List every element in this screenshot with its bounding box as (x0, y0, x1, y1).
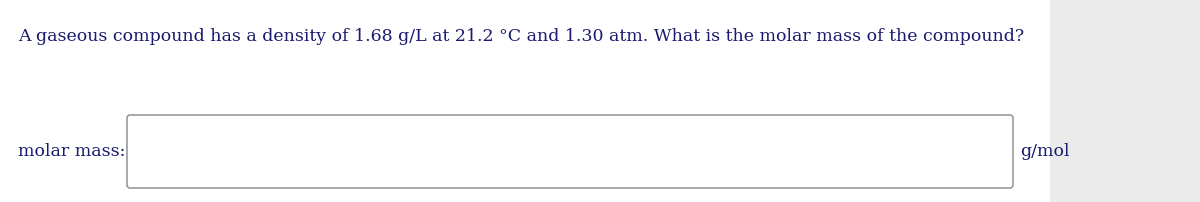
FancyBboxPatch shape (127, 115, 1013, 188)
Bar (0, 0, 1050, 202)
Text: molar mass:: molar mass: (18, 143, 125, 161)
Text: A gaseous compound has a density of 1.68 g/L at 21.2 °C and 1.30 atm. What is th: A gaseous compound has a density of 1.68… (18, 28, 1024, 45)
Text: g/mol: g/mol (1020, 143, 1069, 161)
